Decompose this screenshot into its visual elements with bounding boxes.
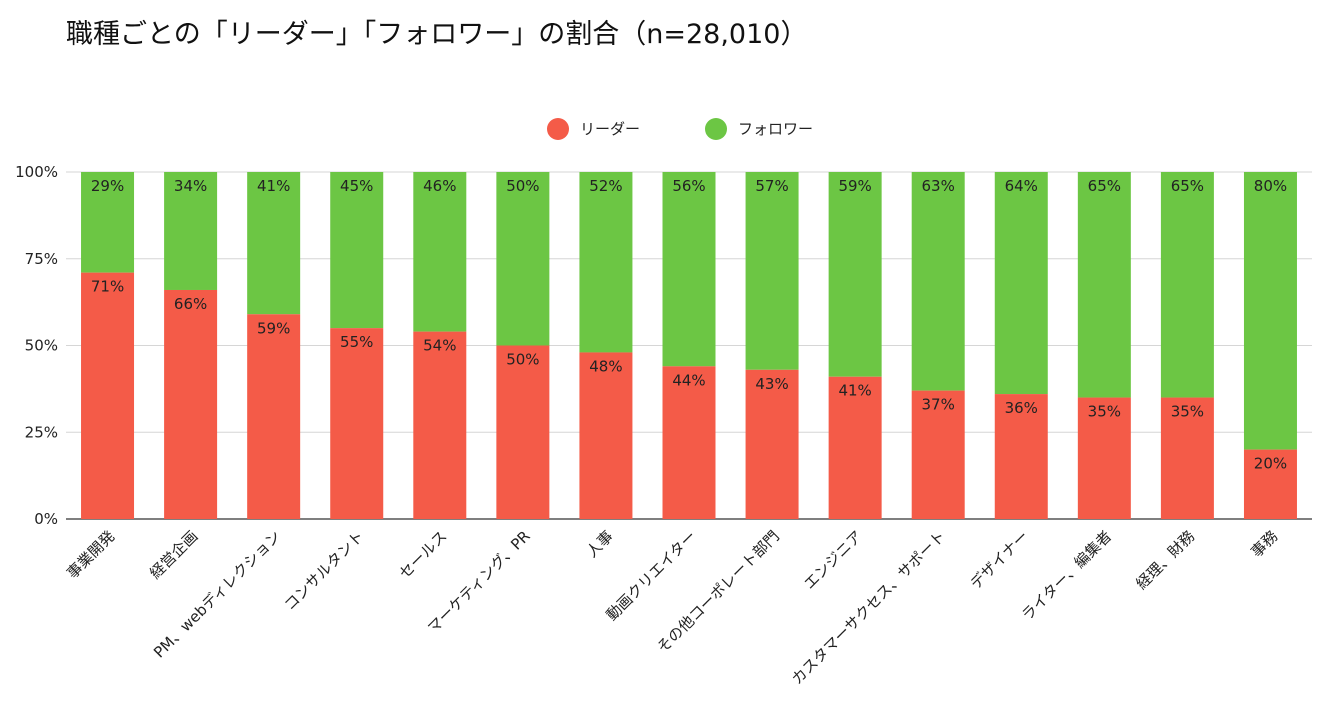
bar-leader — [911, 390, 965, 519]
legend: リーダー フォロワー — [547, 118, 813, 140]
bar-follower — [413, 172, 467, 332]
x-category-label: 人事 — [583, 527, 617, 561]
bar-follower — [662, 172, 716, 367]
data-label-follower: 64% — [1005, 177, 1038, 195]
x-category-label: 経営企画 — [146, 527, 201, 582]
data-label-leader: 44% — [672, 371, 705, 389]
x-category-label: 経理、財務 — [1132, 527, 1198, 593]
legend-label: フォロワー — [738, 120, 813, 138]
bar-leader — [1160, 397, 1214, 519]
legend-label: リーダー — [580, 120, 640, 138]
data-label-leader: 54% — [423, 337, 456, 355]
data-label-leader: 35% — [1088, 403, 1121, 421]
bar-follower — [1243, 172, 1297, 450]
data-label-follower: 29% — [91, 177, 124, 195]
data-label-leader: 35% — [1171, 403, 1204, 421]
x-category-label: 事業開発 — [63, 527, 118, 582]
data-label-follower: 46% — [423, 177, 456, 195]
bar-follower — [1077, 172, 1131, 398]
x-category-label: カスタマーサクセス、サポート — [788, 527, 949, 688]
bar-leader — [579, 352, 633, 519]
bar-leader — [247, 314, 301, 519]
data-label-leader: 36% — [1005, 399, 1038, 417]
bar-follower — [828, 172, 882, 377]
data-label-follower: 65% — [1088, 177, 1121, 195]
x-category-label: 動画クリエイター — [603, 527, 700, 624]
bar-leader — [496, 345, 550, 519]
bar-follower — [496, 172, 550, 346]
bar-leader — [745, 369, 799, 519]
bar-follower — [247, 172, 301, 315]
x-category-label: ライター、編集者 — [1018, 527, 1115, 624]
data-label-leader: 20% — [1254, 455, 1287, 473]
data-label-leader: 37% — [922, 396, 955, 414]
y-tick-label: 25% — [25, 423, 58, 441]
x-category-label: セールス — [395, 527, 450, 582]
y-tick-label: 100% — [15, 163, 58, 181]
bars: 29% 71% 34% 66% 41% 59% 45% 55% 46% 54% 50% 50% 52% 4… — [81, 172, 1297, 519]
x-category-label: 事務 — [1247, 527, 1281, 561]
y-tick-label: 0% — [34, 510, 58, 528]
data-label-follower: 52% — [589, 177, 622, 195]
chart-title: 職種ごとの「リーダー」「フォロワー」の割合（n=28,010） — [66, 19, 808, 50]
bar-leader — [994, 394, 1048, 519]
legend-marker-follower — [705, 118, 727, 140]
data-label-leader: 55% — [340, 333, 373, 351]
data-label-follower: 34% — [174, 177, 207, 195]
data-label-leader: 50% — [506, 351, 539, 369]
bar-leader — [828, 376, 882, 519]
y-tick-label: 50% — [25, 337, 58, 355]
data-label-leader: 43% — [755, 375, 788, 393]
bar-leader — [413, 331, 467, 519]
y-tick-label: 75% — [25, 250, 58, 268]
x-category-label: エンジニア — [800, 527, 866, 593]
bar-leader — [1243, 449, 1297, 519]
bar-leader — [81, 272, 135, 519]
bar-follower — [579, 172, 633, 353]
bar-follower — [81, 172, 135, 273]
legend-marker-leader — [547, 118, 569, 140]
data-label-leader: 71% — [91, 278, 124, 296]
bar-leader — [662, 366, 716, 519]
bar-leader — [1077, 397, 1131, 519]
bar-follower — [745, 172, 799, 370]
y-axis-ticks: 0% 25% 50% 75% 100% — [15, 163, 58, 528]
bar-follower — [164, 172, 218, 290]
data-label-leader: 41% — [838, 382, 871, 400]
data-label-follower: 56% — [672, 177, 705, 195]
bar-follower — [1160, 172, 1214, 398]
data-label-follower: 41% — [257, 177, 290, 195]
bar-follower — [911, 172, 965, 391]
data-label-leader: 48% — [589, 357, 622, 375]
bar-follower — [330, 172, 384, 329]
bar-leader — [164, 289, 218, 519]
data-label-follower: 45% — [340, 177, 373, 195]
bar-leader — [330, 328, 384, 519]
data-label-leader: 66% — [174, 295, 207, 313]
bar-follower — [994, 172, 1048, 395]
data-label-leader: 59% — [257, 319, 290, 337]
data-label-follower: 63% — [922, 177, 955, 195]
x-category-label: デザイナー — [967, 527, 1033, 593]
data-label-follower: 59% — [838, 177, 871, 195]
data-label-follower: 57% — [755, 177, 788, 195]
data-label-follower: 65% — [1171, 177, 1204, 195]
data-label-follower: 80% — [1254, 177, 1287, 195]
data-label-follower: 50% — [506, 177, 539, 195]
x-category-label: コンサルタント — [281, 527, 368, 614]
